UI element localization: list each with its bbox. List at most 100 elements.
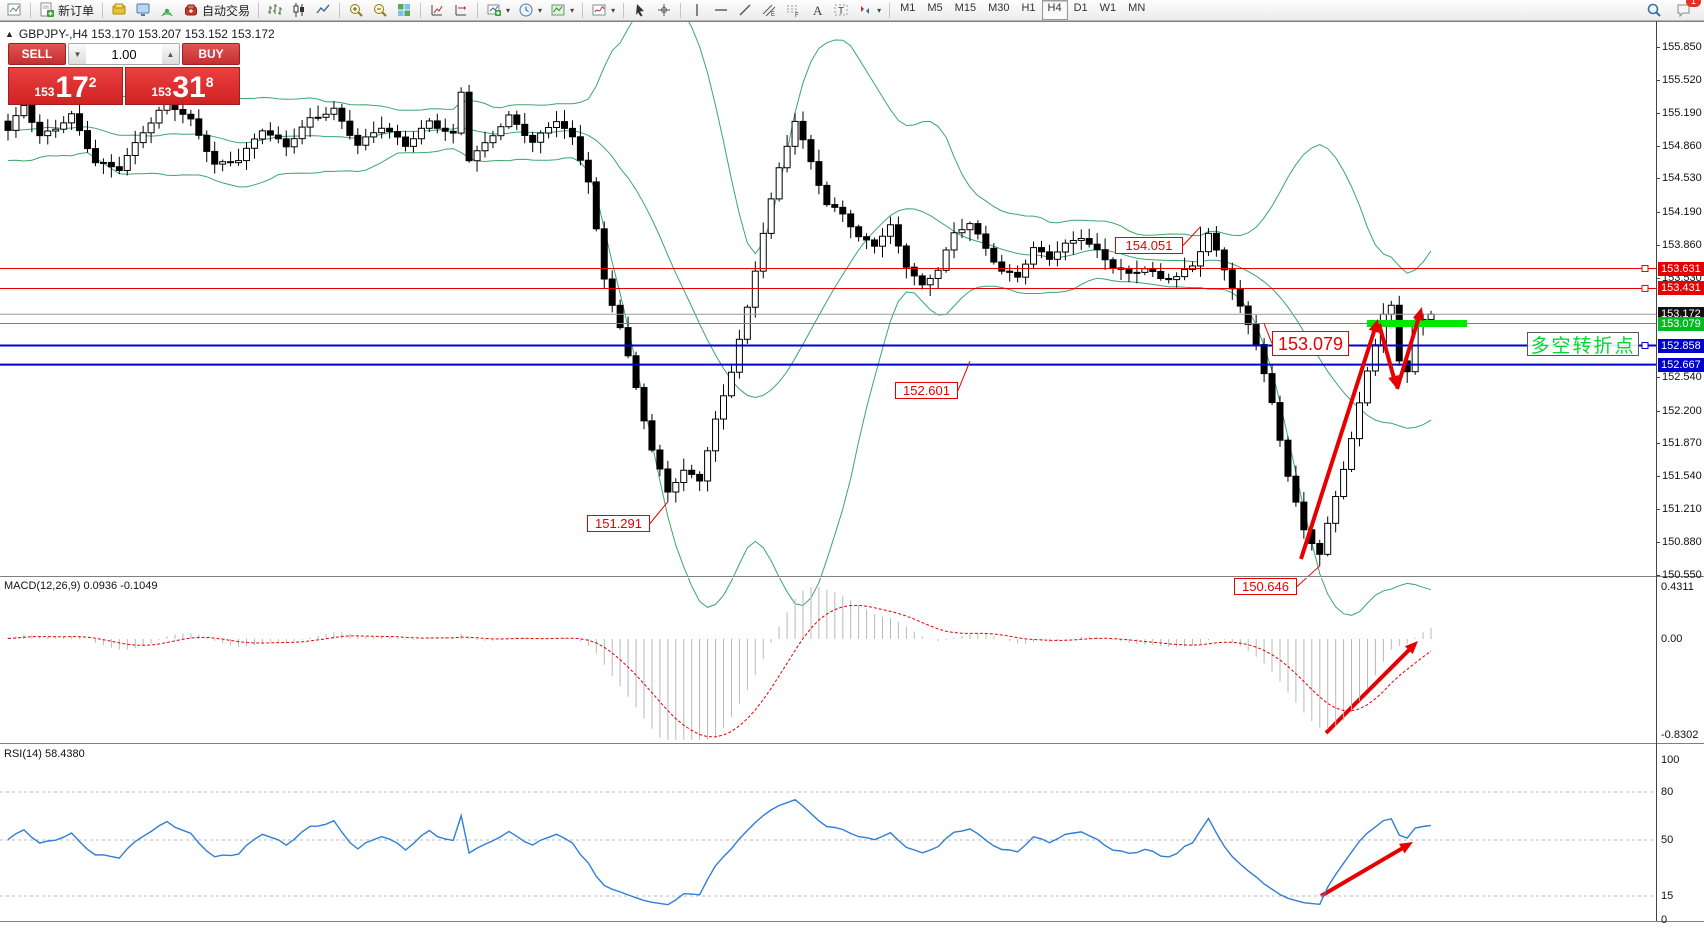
new-chart-icon [486, 2, 502, 18]
arrows-button[interactable]: ▾ [853, 0, 885, 20]
timeframe-button-h1[interactable]: H1 [1021, 2, 1036, 14]
metaeditor-button[interactable] [107, 0, 131, 20]
channel-button[interactable]: E [757, 0, 781, 20]
timeframe-button-d1[interactable]: D1 [1073, 2, 1088, 14]
signals-button[interactable] [155, 0, 179, 20]
annotation-connector [1182, 226, 1201, 246]
turning-point-note[interactable]: 多空转折点 [1527, 332, 1639, 357]
toolbar-separator [258, 2, 260, 18]
line-handle[interactable] [1641, 284, 1649, 292]
notifications-button[interactable]: 1 [1672, 0, 1701, 20]
buy-price-prefix: 153 [151, 85, 172, 99]
timeframe-button-m30[interactable]: M30 [988, 2, 1010, 14]
rsi-separator-lite [0, 744, 1704, 745]
new-order-button[interactable]: 新订单 [35, 0, 98, 20]
chevron-down-icon[interactable]: ▾ [506, 5, 511, 15]
price-tick [1656, 212, 1660, 213]
price-axis-line[interactable] [1656, 21, 1657, 921]
toolbar-separator [680, 2, 682, 18]
price-annotation-151.291[interactable]: 151.291 [587, 515, 650, 532]
chevron-down-icon[interactable]: ▾ [538, 5, 543, 15]
autotrading-button[interactable]: 自动交易 [179, 0, 254, 20]
line-chart-button[interactable] [311, 0, 335, 20]
period-button[interactable]: ▾ [514, 0, 546, 20]
indicators-button[interactable]: ▾ [587, 0, 619, 20]
terminal-button[interactable] [131, 0, 155, 20]
macd-separator[interactable] [0, 576, 1704, 577]
chart-window[interactable]: ▲ GBPJPY-,H4 153.170 153.207 153.152 153… [0, 21, 1704, 940]
price-annotation-152.601[interactable]: 152.601 [895, 382, 958, 399]
chevron-down-icon[interactable]: ▾ [570, 5, 575, 15]
channel-icon: E [761, 2, 777, 18]
tile-windows-button[interactable] [392, 0, 416, 20]
chevron-down-icon[interactable]: ▾ [611, 5, 616, 15]
toolbar-separator [102, 2, 104, 18]
main-price-chart[interactable] [0, 21, 1704, 940]
timeframe-button-w1[interactable]: W1 [1099, 2, 1117, 14]
toolbar-separator [339, 2, 341, 18]
vline-icon [689, 2, 705, 18]
buy-price-display[interactable]: 153 31 8 [125, 67, 240, 105]
price-tick-label: 155.190 [1662, 106, 1702, 119]
price-tick [1656, 377, 1660, 378]
trend-arrow[interactable] [1319, 842, 1413, 898]
timeframe-button-h4[interactable]: H4 [1041, 0, 1068, 20]
trend-arrow[interactable] [1299, 319, 1380, 560]
price-annotation-154.051[interactable]: 154.051 [1115, 237, 1183, 254]
timeframe-button-m15[interactable]: M15 [954, 2, 977, 14]
zoom-in-button[interactable] [344, 0, 368, 20]
new-chart-button[interactable]: ▾ [482, 0, 514, 20]
timeframe-button-m5[interactable]: M5 [927, 2, 943, 14]
vline-button[interactable] [685, 0, 709, 20]
rsi-separator[interactable] [0, 743, 1704, 744]
template-button[interactable]: ▾ [546, 0, 578, 20]
label-button[interactable]: T [829, 0, 853, 20]
price-tick-label: 151.540 [1662, 470, 1702, 483]
line-handle[interactable] [1641, 342, 1649, 350]
chart-top-border [0, 21, 1704, 22]
price-tag-152.858: 152.858 [1658, 338, 1704, 353]
trend-arrow[interactable] [1395, 307, 1424, 390]
bollinger-upper-band [7, 21, 1432, 274]
cursor-button[interactable] [628, 0, 652, 20]
search-button[interactable] [1642, 0, 1666, 20]
candles [4, 84, 1435, 566]
panel-collapse-icon[interactable]: ▲ [5, 29, 14, 39]
annotation-connector [1263, 323, 1273, 344]
sell-button[interactable]: SELL [8, 43, 66, 65]
svg-text:E: E [771, 12, 775, 18]
hline-button[interactable] [709, 0, 733, 20]
chart-doc-button[interactable] [2, 0, 26, 20]
price-tick [1656, 411, 1660, 412]
svg-text:T: T [838, 6, 844, 17]
search-icon [1646, 2, 1662, 18]
toolbar-separator [30, 2, 31, 18]
data-window-button[interactable] [425, 0, 449, 20]
price-annotation-150.646[interactable]: 150.646 [1234, 578, 1297, 595]
price-tick-label: 154.860 [1662, 139, 1702, 152]
trendline-button[interactable] [733, 0, 757, 20]
chevron-down-icon[interactable]: ▾ [877, 5, 882, 15]
price-tick-label: 151.870 [1662, 437, 1702, 450]
autotrading-icon [183, 2, 199, 18]
buy-button[interactable]: BUY [182, 43, 240, 65]
crosshair-button[interactable] [652, 0, 676, 20]
timeframe-button-m1[interactable]: M1 [900, 2, 916, 14]
bar-chart-button[interactable] [263, 0, 287, 20]
sell-price-display[interactable]: 153 17 2 [8, 67, 123, 105]
text-button[interactable]: A [805, 0, 829, 20]
cursor-icon [632, 2, 648, 18]
navigator-button[interactable] [449, 0, 473, 20]
fibonacci-button[interactable]: F [781, 0, 805, 20]
volume-increase-button[interactable]: ▲ [162, 44, 179, 64]
volume-decrease-button[interactable]: ▼ [69, 44, 86, 64]
zoom-out-button[interactable] [368, 0, 392, 20]
volume-input[interactable]: 1.00 [111, 46, 137, 62]
candlestick-button[interactable] [287, 0, 311, 20]
price-tick [1656, 278, 1660, 279]
price-annotation-153.079[interactable]: 153.079 [1272, 331, 1349, 356]
line-handle[interactable] [1641, 265, 1649, 273]
timeframe-button-mn[interactable]: MN [1128, 2, 1146, 14]
trend-arrow[interactable] [1324, 641, 1418, 735]
